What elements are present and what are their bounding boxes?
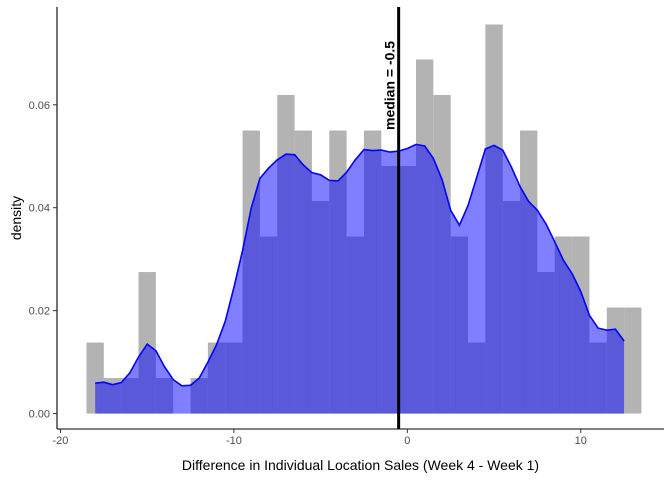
density-layer [95, 143, 625, 414]
y-axis-title: density [8, 196, 24, 240]
y-tick-label: 0.06 [29, 100, 50, 112]
x-axis-ticks: -20 -10 0 10 [53, 429, 587, 447]
x-tick-label: 0 [404, 435, 410, 447]
y-tick-label: 0.04 [29, 203, 50, 215]
y-tick-label: 0.02 [29, 306, 50, 318]
density-area [95, 144, 625, 414]
histogram-bar [624, 307, 642, 414]
axes: -20 -10 0 10 0.00 0.02 0.04 0.06 [29, 7, 664, 447]
median-label: median = -0.5 [382, 41, 398, 130]
y-tick-label: 0.00 [29, 409, 50, 421]
x-tick-label: 10 [575, 435, 587, 447]
x-tick-label: -20 [53, 435, 69, 447]
x-tick-label: -10 [226, 435, 242, 447]
density-curve [95, 143, 625, 387]
x-axis-title: Difference in Individual Location Sales … [182, 457, 539, 473]
y-axis-ticks: 0.00 0.02 0.04 0.06 [29, 100, 57, 421]
median-marker: median = -0.5 [382, 7, 401, 429]
